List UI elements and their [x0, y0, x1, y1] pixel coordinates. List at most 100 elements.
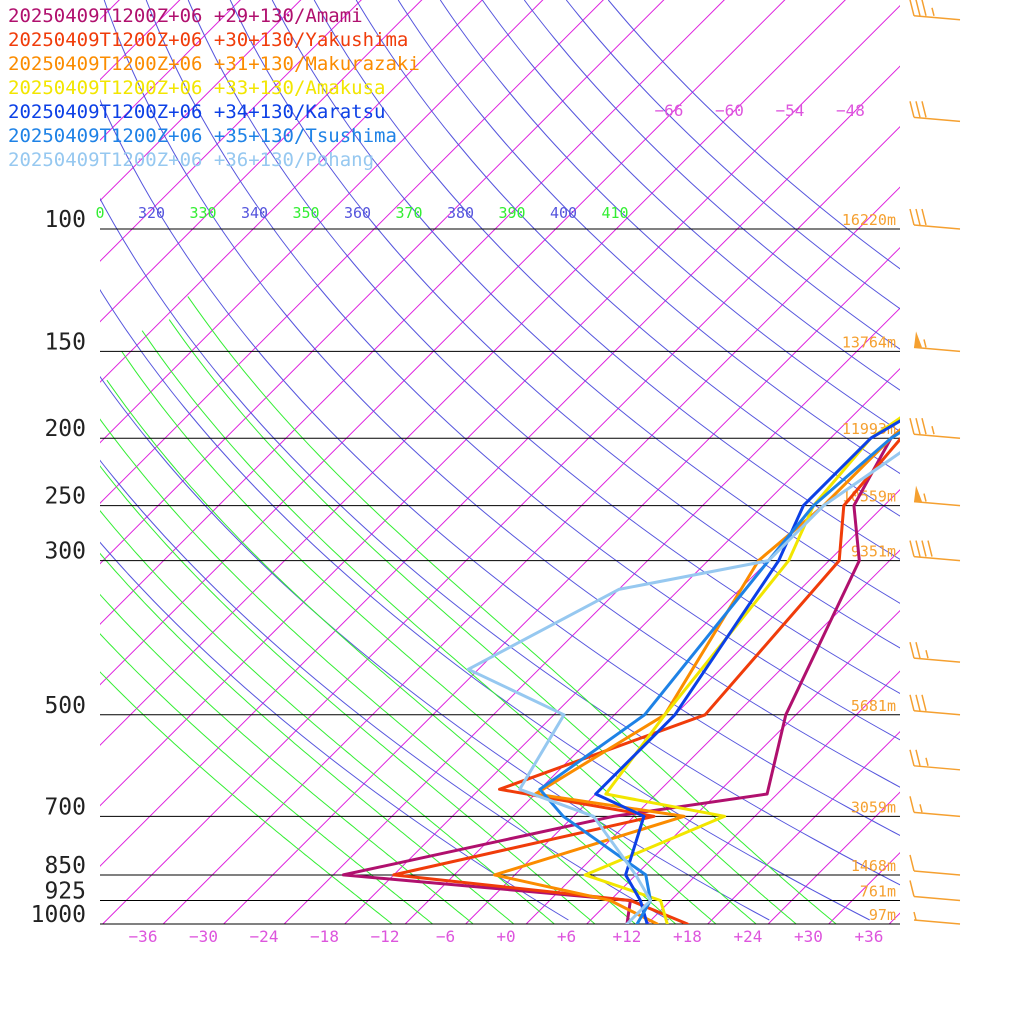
- dry-adiabat-grid: [100, 0, 900, 921]
- wind-barb: [909, 208, 961, 230]
- height-label: 3059m: [851, 798, 896, 816]
- theta-label: 330: [189, 204, 216, 222]
- theta-label: 360: [344, 204, 371, 222]
- isotherm-line: [646, 670, 900, 924]
- temperature-tick-label: −24: [250, 927, 279, 946]
- wind-barb: [909, 880, 961, 902]
- temperature-tick-label: −18: [310, 927, 339, 946]
- dry-adiabat-line: [100, 375, 770, 921]
- height-label: 5681m: [851, 697, 896, 715]
- series-line-1: [341, 428, 900, 924]
- isotherm-line: [950, 0, 1024, 924]
- legend-entry: 20250409T1200Z+06 +34+130/Karatsu: [8, 101, 386, 123]
- dry-adiabat-line: [565, 0, 900, 310]
- series-line-2: [392, 437, 900, 924]
- isotherm-line: [586, 609, 900, 924]
- pressure-label: 1000: [31, 902, 86, 928]
- upper-temperature-label: −66: [655, 101, 684, 120]
- isotherm-line: [525, 549, 900, 924]
- isobar-grid: [100, 228, 900, 925]
- moist-adiabat-line: [100, 633, 434, 924]
- legend-entry: 20250409T1200Z+06 +35+130/Tsushima: [8, 125, 397, 147]
- series-line-6: [538, 430, 900, 924]
- upper-temperature-label: −48: [836, 101, 865, 120]
- theta-label: 400: [550, 204, 577, 222]
- legend-entry: 20250409T1200Z+06 +33+130/Amakusa: [8, 77, 386, 99]
- series-line-7: [466, 451, 900, 924]
- moist-adiabat-line: [100, 552, 515, 924]
- theta-label: 390: [498, 204, 525, 222]
- dry-adiabat-line: [607, 0, 900, 270]
- legend: 20250409T1200Z+06 +29+130/Amami 20250409T…: [8, 4, 420, 172]
- height-label: 11993m: [842, 420, 896, 438]
- theta-label: 0: [95, 204, 104, 222]
- theta-label: 370: [395, 204, 422, 222]
- moist-adiabat-line: [100, 593, 475, 924]
- dry-adiabat-line: [397, 0, 900, 475]
- pressure-label: 200: [44, 416, 86, 442]
- sounding-series: [341, 416, 900, 924]
- wind-barb: [913, 911, 961, 925]
- temperature-tick-label: −6: [436, 927, 455, 946]
- wind-barb: [909, 694, 961, 716]
- isotherm-line: [888, 912, 900, 924]
- height-label: 9351m: [851, 543, 896, 561]
- dry-adiabat-line: [229, 0, 900, 649]
- wind-barb: [909, 0, 961, 21]
- moist-adiabat-line: [100, 418, 637, 924]
- wind-barb: [909, 796, 961, 818]
- dry-adiabat-line: [313, 0, 900, 560]
- temperature-tick-label: +18: [673, 927, 702, 946]
- wind-barb: [909, 101, 961, 123]
- pressure-label: 300: [44, 539, 86, 565]
- temperature-tick-label: −36: [129, 927, 158, 946]
- moist-adiabat-line: [168, 319, 797, 924]
- dry-adiabat-line: [187, 0, 900, 695]
- dry-adiabat-line: [100, 541, 569, 921]
- moist-adiabat-line: [100, 509, 556, 924]
- wind-barb: [909, 540, 961, 562]
- dry-adiabat-line: [355, 0, 900, 517]
- isotherm-line: [344, 367, 900, 924]
- isotherm-line: [1010, 0, 1024, 924]
- pressure-label: 925: [44, 878, 86, 904]
- pressure-label: 250: [44, 484, 86, 510]
- upper-temperature-label: −54: [776, 101, 805, 120]
- dry-adiabat-line: [271, 0, 900, 604]
- temperature-tick-label: −12: [371, 927, 400, 946]
- legend-entry: 20250409T1200Z+06 +31+130/Makurazaki: [8, 53, 420, 75]
- series-line-3: [493, 428, 900, 924]
- upper-temperature-label: −60: [715, 101, 744, 120]
- wind-barb: [913, 331, 961, 353]
- temperature-tick-label: +12: [613, 927, 642, 946]
- temperature-tick-label: +6: [557, 927, 576, 946]
- isotherm-line: [465, 488, 900, 924]
- theta-label: 320: [138, 204, 165, 222]
- wind-barb: [909, 641, 961, 663]
- moist-adiabat-line: [106, 379, 677, 924]
- temperature-tick-label: +0: [496, 927, 515, 946]
- wind-barb: [913, 485, 961, 507]
- dry-adiabat-line: [145, 0, 900, 741]
- dry-adiabat-line: [100, 98, 900, 837]
- dry-adiabat-line: [100, 197, 900, 886]
- temperature-tick-label: +36: [855, 927, 884, 946]
- temperature-tick-label: +24: [734, 927, 763, 946]
- wind-barb: [909, 854, 961, 876]
- legend-entry: 20250409T1200Z+06 +36+130/Pohang: [8, 149, 375, 171]
- series-line-4: [583, 416, 900, 924]
- pressure-label: 150: [44, 329, 86, 355]
- dry-adiabat-line: [439, 0, 900, 433]
- theta-label: 350: [292, 204, 319, 222]
- pressure-label: 850: [44, 853, 86, 879]
- temperature-tick-label: +30: [794, 927, 823, 946]
- isotherm-line: [828, 851, 900, 924]
- isotherm-line: [404, 428, 900, 924]
- legend-entry: 20250409T1200Z+06 +29+130/Amami: [8, 5, 363, 27]
- height-label: 13764m: [842, 333, 896, 351]
- pressure-label: 700: [44, 794, 86, 820]
- moist-adiabat-line: [187, 296, 837, 924]
- dry-adiabat-line: [100, 459, 670, 921]
